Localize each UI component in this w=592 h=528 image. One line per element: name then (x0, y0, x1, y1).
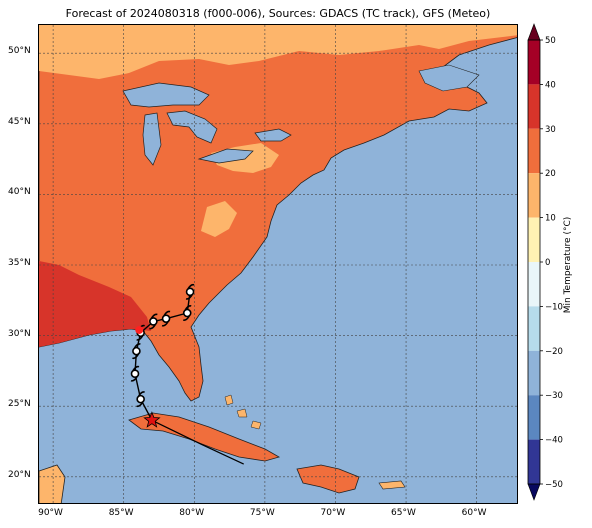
colorbar-title: Min Temperature (°C) (563, 216, 573, 314)
map-svg (39, 25, 517, 503)
north-america-landmass (39, 25, 517, 402)
tropical-storm-icon[interactable] (149, 313, 158, 330)
latitude-tick-label: 45°N (8, 116, 31, 127)
gridlines (39, 25, 517, 503)
storm-track (130, 283, 244, 465)
puerto-rico (378, 480, 406, 490)
colorbar-tick-label: 0 (545, 258, 550, 268)
colorbar-bin (528, 262, 540, 307)
colorbar-tick-label: −20 (545, 347, 563, 357)
tropical-storm-icon[interactable] (136, 391, 145, 408)
land-band-10-20-appalachian (201, 201, 237, 237)
longitude-tick-label: 60°W (461, 508, 487, 518)
hispaniola (296, 464, 360, 494)
latitude-tick-label: 40°N (8, 187, 31, 198)
longitude-tick-label: 80°W (179, 508, 205, 518)
longitude-tick-label: 90°W (38, 508, 63, 518)
colorbar-bin (528, 350, 540, 396)
land-layer (39, 25, 517, 503)
yucatan (39, 464, 66, 503)
latitude-tick-label: 50°N (8, 46, 31, 57)
colorbar-tick-label: −50 (545, 480, 563, 490)
colorbar-tick-label: −30 (545, 391, 563, 401)
colorbar-bin (528, 439, 540, 484)
longitude-tick-label: 85°W (108, 508, 134, 518)
colorbar-bin (528, 84, 540, 129)
bahamas (224, 394, 262, 430)
longitude-tick-label: 75°W (249, 508, 275, 518)
colorbar-tick-label: 20 (545, 169, 556, 179)
latitude-tick-label: 25°N (8, 399, 31, 410)
longitude-tick-label: 65°W (391, 508, 416, 518)
colorbar-bin (528, 40, 540, 85)
colorbar-tick-label: −10 (545, 302, 563, 312)
colorbar-tick-label: −40 (545, 436, 563, 446)
latitude-tick-label: 35°N (8, 258, 31, 268)
gulf-of-st-lawrence (418, 64, 480, 92)
colorbar-bin (528, 306, 540, 351)
colorbar-tick-label: 50 (545, 36, 556, 46)
colorbar-tick-label: 10 (545, 214, 556, 224)
tropical-storm-icon[interactable] (182, 305, 192, 321)
latitude-tick-label: 20°N (8, 469, 31, 480)
colorbar: 50 40 30 20 10 0 −10 −20 −30 −40 −50 (527, 23, 563, 501)
storm-origin-track (151, 419, 244, 465)
colorbar-bin (528, 128, 540, 174)
landfall-marker[interactable] (135, 325, 144, 334)
longitude-tick-label: 70°W (320, 508, 346, 518)
colorbar-extend-bottom (527, 483, 541, 501)
tropical-storm-icon[interactable] (161, 310, 171, 327)
land-band-30-40-south (39, 261, 151, 347)
colorbar-bin (528, 173, 540, 218)
tropical-storm-icon[interactable] (185, 283, 195, 300)
colorbar-bin (528, 217, 540, 262)
cuba (128, 412, 281, 462)
tropical-storm-icon[interactable] (130, 365, 140, 382)
map-area[interactable] (38, 24, 518, 504)
latitude-tick-label: 30°N (8, 328, 31, 339)
map-title: Forecast of 2024080318 (f000-006), Sourc… (65, 7, 491, 20)
colorbar-tick-label: 30 (545, 125, 556, 135)
colorbar-extend-top (527, 23, 541, 41)
tropical-storm-icon[interactable] (132, 343, 141, 360)
storm-start-star-icon[interactable] (143, 411, 161, 428)
colorbar-bin (528, 395, 540, 440)
colorbar-tick-label: 40 (545, 80, 556, 90)
land-band-10-20-north (39, 25, 517, 79)
